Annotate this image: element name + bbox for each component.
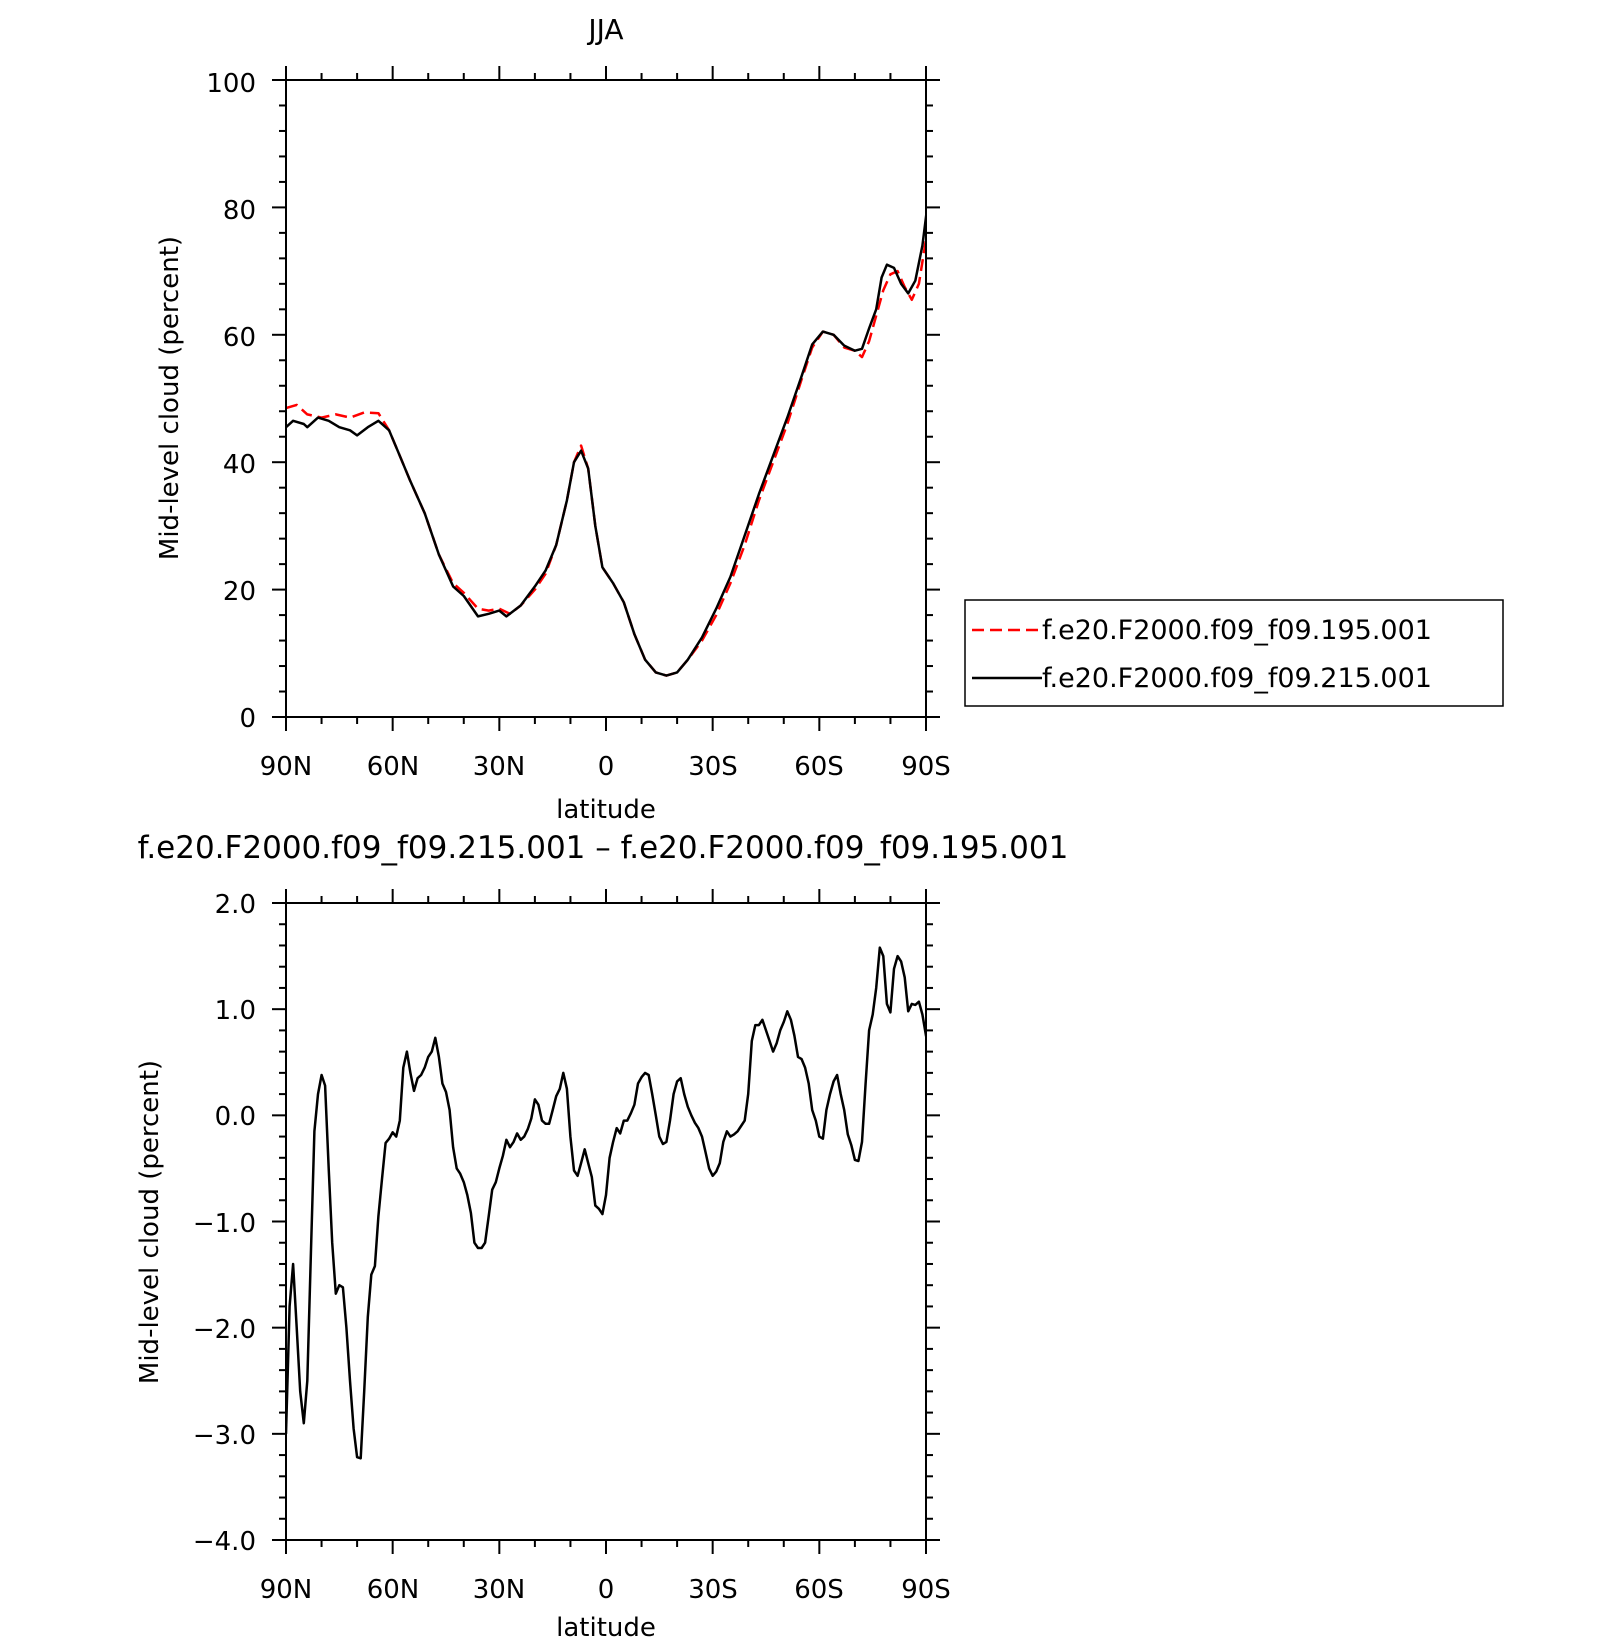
top-plot-area: [286, 206, 926, 677]
top-y-tick-label: 40: [223, 450, 256, 480]
bottom-x-axis-label: latitude: [556, 1613, 656, 1641]
bottom-y-tick-label: −4.0: [193, 1527, 256, 1557]
top-x-tick-label: 0: [598, 752, 615, 782]
bottom-axis-ticks: [272, 889, 940, 1554]
top-chart-title: JJA: [586, 13, 623, 46]
bottom-x-tick-label: 90N: [260, 1575, 313, 1605]
bottom-series-line-0: [286, 946, 926, 1460]
top-x-tick-label: 90S: [901, 752, 951, 782]
top-y-tick-label: 0: [239, 704, 256, 734]
bottom-series-group: [286, 946, 926, 1460]
top-x-tick-label: 30S: [688, 752, 738, 782]
bottom-y-tick-label: 0.0: [215, 1102, 256, 1132]
top-x-tick-label: 90N: [260, 752, 313, 782]
bottom-panel: f.e20.F2000.f09_f09.215.001 – f.e20.F200…: [135, 830, 1068, 1641]
bottom-x-tick-label: 60N: [367, 1575, 420, 1605]
bottom-plot-frame: [285, 902, 927, 1541]
top-x-axis-label: latitude: [556, 795, 656, 825]
bottom-x-tick-label: 30S: [688, 1575, 738, 1605]
top-legend: f.e20.F2000.f09_f09.195.001 f.e20.F2000.…: [964, 599, 1504, 707]
bottom-y-tick-label: −1.0: [193, 1209, 256, 1239]
legend-label-215: f.e20.F2000.f09_f09.215.001: [1042, 663, 1432, 694]
bottom-x-tick-label: 0: [598, 1575, 615, 1605]
bottom-x-tick-label: 30N: [473, 1575, 526, 1605]
top-x-tick-label: 60S: [794, 752, 844, 782]
top-series-group: [286, 206, 926, 677]
bottom-chart-title: f.e20.F2000.f09_f09.215.001 – f.e20.F200…: [138, 830, 1069, 866]
top-y-axis-label: Mid-level cloud (percent): [155, 236, 185, 560]
bottom-x-tick-label: 90S: [901, 1575, 951, 1605]
legend-label-195: f.e20.F2000.f09_f09.195.001: [1042, 615, 1432, 646]
bottom-y-axis-label: Mid-level cloud (percent): [135, 1060, 165, 1384]
bottom-y-tick-label: −2.0: [193, 1315, 256, 1345]
top-plot-frame: [285, 79, 927, 718]
top-x-tick-label: 60N: [367, 752, 420, 782]
bottom-x-tick-label: 60S: [794, 1575, 844, 1605]
bottom-y-tick-label: 1.0: [215, 996, 256, 1026]
top-axis-ticks: [272, 66, 940, 731]
top-series-line-1: [286, 206, 926, 677]
legend-box: [964, 599, 1504, 707]
bottom-y-tick-label: 2.0: [215, 890, 256, 920]
top-y-tick-label: 20: [223, 577, 256, 607]
bottom-y-tick-label: −3.0: [193, 1421, 256, 1451]
top-y-tick-label: 100: [206, 69, 256, 99]
top-panel: JJA 0 20 40 60 80 100 90N 60N 30N 0 30S …: [155, 13, 1504, 825]
top-series-line-0: [286, 227, 926, 677]
top-y-tick-label: 60: [223, 323, 256, 353]
top-y-tick-label: 80: [223, 196, 256, 226]
top-x-tick-label: 30N: [473, 752, 526, 782]
